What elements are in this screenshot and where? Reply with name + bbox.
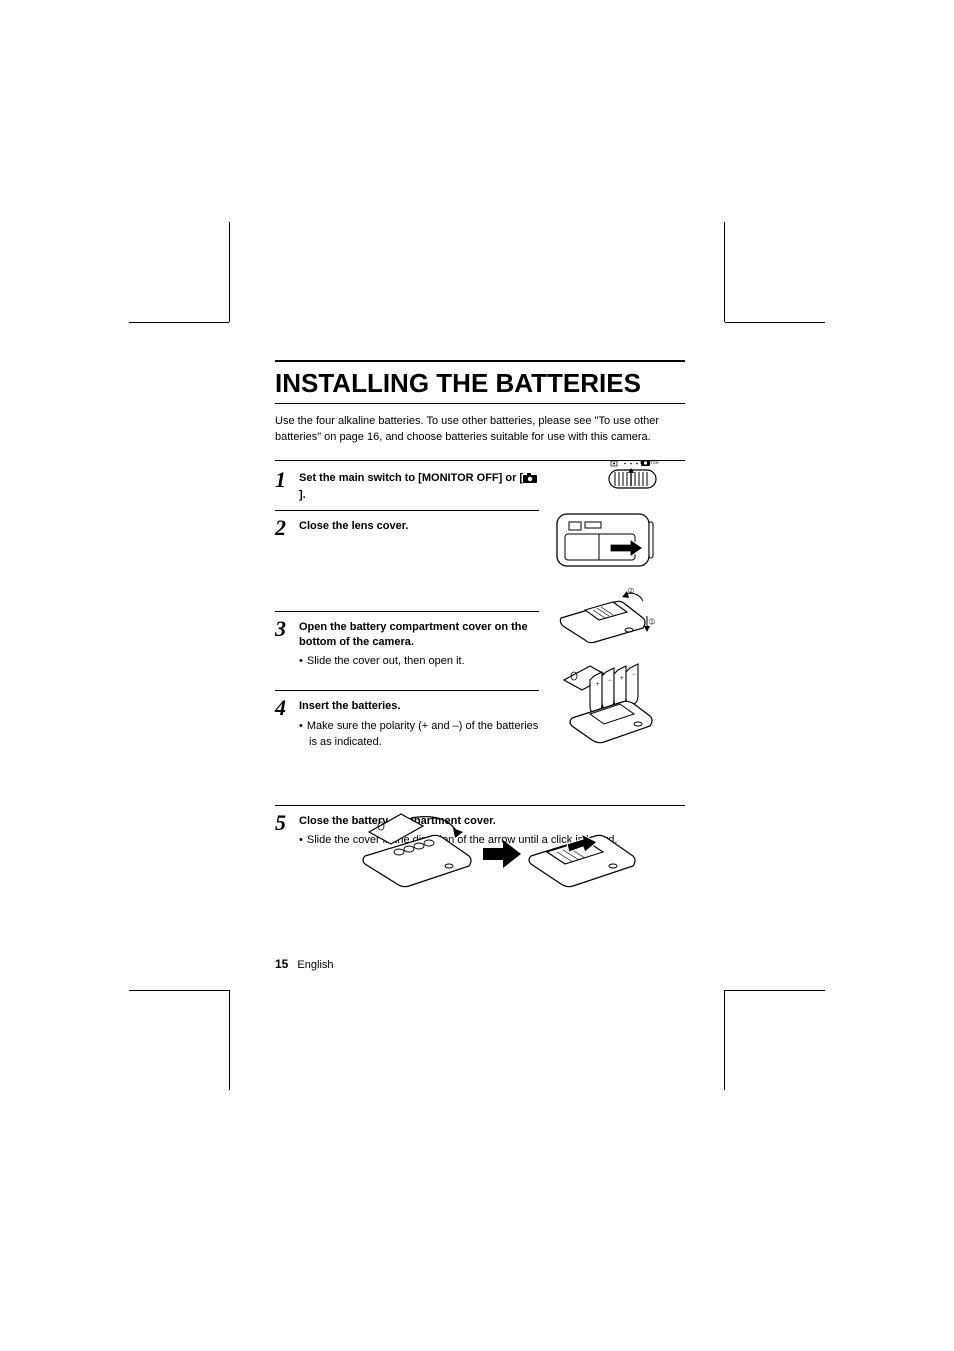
svg-text:−: − bbox=[608, 678, 612, 684]
svg-text:+: + bbox=[596, 682, 600, 688]
crop-mark bbox=[724, 990, 725, 1090]
step-number: 2 bbox=[275, 515, 299, 539]
step-subtext: Slide the cover out, then open it. bbox=[299, 654, 539, 670]
svg-text:−: − bbox=[632, 672, 636, 678]
camera-mode-icon bbox=[523, 473, 537, 488]
crop-mark bbox=[725, 322, 825, 323]
step-title: Open the battery compartment cover on th… bbox=[299, 620, 539, 651]
title-rule bbox=[275, 360, 685, 362]
crop-mark bbox=[129, 990, 229, 991]
svg-text:➀: ➀ bbox=[649, 618, 655, 626]
svg-text:➁: ➁ bbox=[628, 588, 634, 595]
crop-mark bbox=[129, 322, 229, 323]
title-rule bbox=[275, 403, 685, 404]
figure-close-cover bbox=[345, 808, 645, 896]
figure-main-switch: MONITOR OFF bbox=[605, 458, 660, 492]
figure-open-cover: ➁ ➀ bbox=[555, 588, 655, 646]
step-title: Insert the batteries. bbox=[299, 699, 539, 714]
crop-mark bbox=[229, 990, 230, 1090]
step-number: 1 bbox=[275, 467, 299, 491]
page-footer: 15 English bbox=[275, 957, 334, 971]
intro-text: Use the four alkaline batteries. To use … bbox=[275, 414, 685, 446]
crop-mark bbox=[724, 222, 725, 322]
step-title-post: ]. bbox=[299, 489, 306, 501]
step-number: 5 bbox=[275, 810, 299, 834]
step-title: Close the lens cover. bbox=[299, 519, 539, 534]
step-number: 4 bbox=[275, 695, 299, 719]
step-rule bbox=[275, 510, 539, 511]
step-rule bbox=[275, 611, 539, 612]
page-number: 15 bbox=[275, 957, 288, 971]
crop-mark bbox=[229, 222, 230, 322]
figure-insert-batteries: + − + − bbox=[560, 662, 655, 752]
step-number: 3 bbox=[275, 616, 299, 640]
step-title-pre: Set the main switch to [MONITOR OFF] or … bbox=[299, 472, 523, 484]
page-language: English bbox=[297, 959, 333, 971]
figure-camera-front bbox=[555, 508, 655, 572]
svg-text:+: + bbox=[620, 676, 624, 682]
crop-mark bbox=[725, 990, 825, 991]
step-subtext: Make sure the polarity (+ and –) of the … bbox=[299, 719, 539, 751]
page-title: INSTALLING THE BATTERIES bbox=[275, 368, 685, 399]
step-rule bbox=[275, 805, 685, 806]
step-rule bbox=[275, 690, 539, 691]
step-title: Set the main switch to [MONITOR OFF] or … bbox=[299, 471, 539, 504]
